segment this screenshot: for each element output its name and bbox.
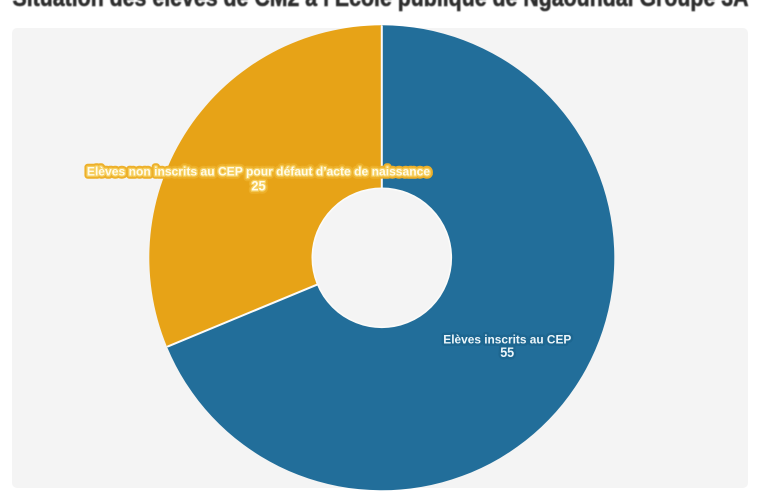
svg-text:55: 55 <box>500 345 514 360</box>
svg-text:Elèves inscrits au CEP: Elèves inscrits au CEP <box>443 332 571 346</box>
svg-text:25: 25 <box>251 178 265 194</box>
svg-text:Elèves non inscrits au CEP pou: Elèves non inscrits au CEP pour défaut d… <box>87 165 430 179</box>
svg-text:Situation des élèves de CM2 à: Situation des élèves de CM2 à l’École pu… <box>13 0 749 12</box>
svg-text:25: 25 <box>251 178 265 194</box>
svg-text:Elèves non inscrits au CEP pou: Elèves non inscrits au CEP pour défaut d… <box>87 165 430 179</box>
